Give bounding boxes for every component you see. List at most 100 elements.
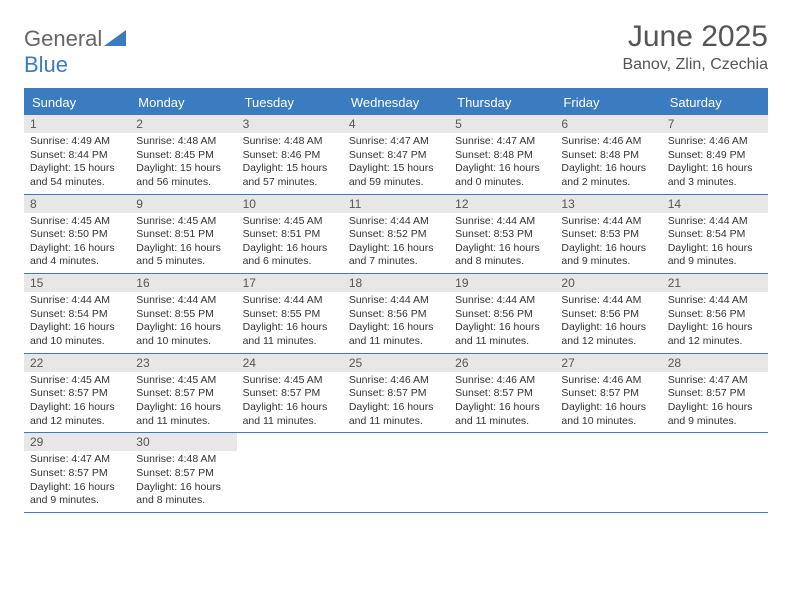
sunrise-text: Sunrise: 4:47 AM [30, 453, 124, 467]
day-number: 11 [343, 195, 449, 213]
sunset-text: Sunset: 8:57 PM [136, 467, 230, 481]
sunrise-text: Sunrise: 4:46 AM [455, 374, 549, 388]
daylight-text: Daylight: 16 hours and 10 minutes. [30, 321, 124, 348]
day-body: Sunrise: 4:47 AMSunset: 8:57 PMDaylight:… [662, 372, 768, 433]
day-number: 10 [237, 195, 343, 213]
daylight-text: Daylight: 16 hours and 11 minutes. [136, 401, 230, 428]
daylight-text: Daylight: 16 hours and 3 minutes. [668, 162, 762, 189]
day-cell: 30Sunrise: 4:48 AMSunset: 8:57 PMDayligh… [130, 433, 236, 512]
weeks-container: 1Sunrise: 4:49 AMSunset: 8:44 PMDaylight… [24, 115, 768, 513]
day-cell: 10Sunrise: 4:45 AMSunset: 8:51 PMDayligh… [237, 195, 343, 274]
sunrise-text: Sunrise: 4:44 AM [668, 215, 762, 229]
day-body: Sunrise: 4:44 AMSunset: 8:56 PMDaylight:… [555, 292, 661, 353]
sunrise-text: Sunrise: 4:46 AM [561, 135, 655, 149]
day-body: Sunrise: 4:45 AMSunset: 8:50 PMDaylight:… [24, 213, 130, 274]
day-body: Sunrise: 4:45 AMSunset: 8:51 PMDaylight:… [237, 213, 343, 274]
day-cell: 26Sunrise: 4:46 AMSunset: 8:57 PMDayligh… [449, 354, 555, 433]
day-cell [237, 433, 343, 512]
sunrise-text: Sunrise: 4:44 AM [30, 294, 124, 308]
daylight-text: Daylight: 16 hours and 6 minutes. [243, 242, 337, 269]
sunrise-text: Sunrise: 4:44 AM [561, 294, 655, 308]
day-cell: 6Sunrise: 4:46 AMSunset: 8:48 PMDaylight… [555, 115, 661, 194]
sunrise-text: Sunrise: 4:44 AM [349, 294, 443, 308]
day-cell [662, 433, 768, 512]
daylight-text: Daylight: 16 hours and 8 minutes. [136, 481, 230, 508]
day-cell: 23Sunrise: 4:45 AMSunset: 8:57 PMDayligh… [130, 354, 236, 433]
day-number: 24 [237, 354, 343, 372]
day-body: Sunrise: 4:46 AMSunset: 8:48 PMDaylight:… [555, 133, 661, 194]
sunset-text: Sunset: 8:57 PM [136, 387, 230, 401]
sunset-text: Sunset: 8:57 PM [561, 387, 655, 401]
sunrise-text: Sunrise: 4:44 AM [349, 215, 443, 229]
sunrise-text: Sunrise: 4:44 AM [455, 294, 549, 308]
sunset-text: Sunset: 8:57 PM [668, 387, 762, 401]
day-cell: 29Sunrise: 4:47 AMSunset: 8:57 PMDayligh… [24, 433, 130, 512]
daylight-text: Daylight: 16 hours and 11 minutes. [243, 401, 337, 428]
sunrise-text: Sunrise: 4:48 AM [243, 135, 337, 149]
day-cell: 1Sunrise: 4:49 AMSunset: 8:44 PMDaylight… [24, 115, 130, 194]
daylight-text: Daylight: 16 hours and 11 minutes. [243, 321, 337, 348]
week-row: 15Sunrise: 4:44 AMSunset: 8:54 PMDayligh… [24, 274, 768, 354]
day-body: Sunrise: 4:44 AMSunset: 8:53 PMDaylight:… [555, 213, 661, 274]
day-number: 8 [24, 195, 130, 213]
day-body: Sunrise: 4:47 AMSunset: 8:48 PMDaylight:… [449, 133, 555, 194]
daylight-text: Daylight: 16 hours and 10 minutes. [136, 321, 230, 348]
sunrise-text: Sunrise: 4:47 AM [349, 135, 443, 149]
day-header-row: Sunday Monday Tuesday Wednesday Thursday… [24, 90, 768, 115]
sunset-text: Sunset: 8:53 PM [455, 228, 549, 242]
daylight-text: Daylight: 16 hours and 0 minutes. [455, 162, 549, 189]
daylight-text: Daylight: 16 hours and 9 minutes. [668, 401, 762, 428]
sunrise-text: Sunrise: 4:46 AM [561, 374, 655, 388]
sunrise-text: Sunrise: 4:45 AM [136, 215, 230, 229]
sunset-text: Sunset: 8:45 PM [136, 149, 230, 163]
daylight-text: Daylight: 16 hours and 10 minutes. [561, 401, 655, 428]
day-number: 20 [555, 274, 661, 292]
week-row: 1Sunrise: 4:49 AMSunset: 8:44 PMDaylight… [24, 115, 768, 195]
logo-text: General Blue [24, 26, 126, 78]
day-number: 9 [130, 195, 236, 213]
day-body: Sunrise: 4:48 AMSunset: 8:57 PMDaylight:… [130, 451, 236, 512]
sunrise-text: Sunrise: 4:47 AM [455, 135, 549, 149]
day-cell [449, 433, 555, 512]
daylight-text: Daylight: 16 hours and 11 minutes. [349, 401, 443, 428]
day-cell: 16Sunrise: 4:44 AMSunset: 8:55 PMDayligh… [130, 274, 236, 353]
day-number: 27 [555, 354, 661, 372]
day-cell: 22Sunrise: 4:45 AMSunset: 8:57 PMDayligh… [24, 354, 130, 433]
logo-part1: General [24, 26, 102, 51]
sunset-text: Sunset: 8:54 PM [668, 228, 762, 242]
sunset-text: Sunset: 8:57 PM [30, 387, 124, 401]
day-cell: 7Sunrise: 4:46 AMSunset: 8:49 PMDaylight… [662, 115, 768, 194]
sunset-text: Sunset: 8:53 PM [561, 228, 655, 242]
day-number: 16 [130, 274, 236, 292]
day-number: 29 [24, 433, 130, 451]
day-number: 14 [662, 195, 768, 213]
day-cell: 15Sunrise: 4:44 AMSunset: 8:54 PMDayligh… [24, 274, 130, 353]
day-number: 19 [449, 274, 555, 292]
day-body: Sunrise: 4:44 AMSunset: 8:54 PMDaylight:… [662, 213, 768, 274]
day-cell: 18Sunrise: 4:44 AMSunset: 8:56 PMDayligh… [343, 274, 449, 353]
daylight-text: Daylight: 15 hours and 59 minutes. [349, 162, 443, 189]
sunset-text: Sunset: 8:57 PM [30, 467, 124, 481]
day-body: Sunrise: 4:45 AMSunset: 8:57 PMDaylight:… [24, 372, 130, 433]
sunset-text: Sunset: 8:46 PM [243, 149, 337, 163]
sunset-text: Sunset: 8:54 PM [30, 308, 124, 322]
day-body: Sunrise: 4:47 AMSunset: 8:57 PMDaylight:… [24, 451, 130, 512]
day-body: Sunrise: 4:44 AMSunset: 8:56 PMDaylight:… [449, 292, 555, 353]
day-body: Sunrise: 4:44 AMSunset: 8:52 PMDaylight:… [343, 213, 449, 274]
week-row: 8Sunrise: 4:45 AMSunset: 8:50 PMDaylight… [24, 195, 768, 275]
day-header: Monday [130, 90, 236, 115]
sunrise-text: Sunrise: 4:45 AM [30, 215, 124, 229]
sunset-text: Sunset: 8:56 PM [349, 308, 443, 322]
sunrise-text: Sunrise: 4:45 AM [136, 374, 230, 388]
daylight-text: Daylight: 16 hours and 2 minutes. [561, 162, 655, 189]
day-number: 6 [555, 115, 661, 133]
day-cell: 24Sunrise: 4:45 AMSunset: 8:57 PMDayligh… [237, 354, 343, 433]
day-body: Sunrise: 4:45 AMSunset: 8:57 PMDaylight:… [130, 372, 236, 433]
sunrise-text: Sunrise: 4:46 AM [349, 374, 443, 388]
day-cell: 3Sunrise: 4:48 AMSunset: 8:46 PMDaylight… [237, 115, 343, 194]
daylight-text: Daylight: 16 hours and 8 minutes. [455, 242, 549, 269]
day-body: Sunrise: 4:44 AMSunset: 8:53 PMDaylight:… [449, 213, 555, 274]
logo-triangle-icon [104, 30, 126, 51]
week-row: 22Sunrise: 4:45 AMSunset: 8:57 PMDayligh… [24, 354, 768, 434]
sunset-text: Sunset: 8:44 PM [30, 149, 124, 163]
